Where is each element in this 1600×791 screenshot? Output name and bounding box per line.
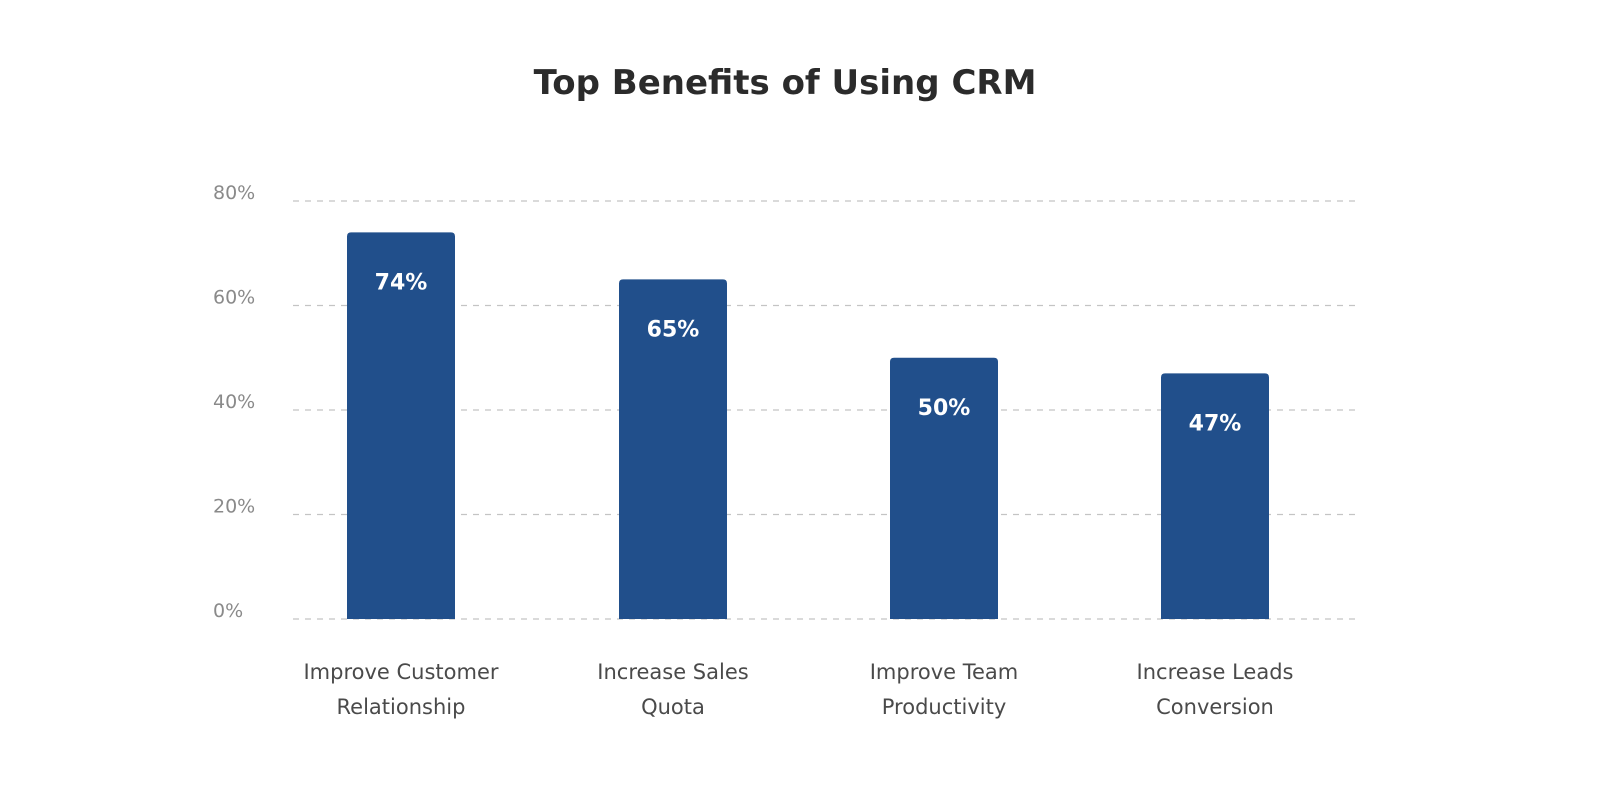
x-tick-label: Conversion — [1156, 695, 1274, 719]
x-tick-label: Relationship — [337, 695, 466, 719]
y-tick-label: 40% — [213, 391, 255, 413]
data-label: 65% — [647, 317, 700, 342]
bar — [1161, 373, 1269, 619]
y-tick-label: 60% — [213, 287, 255, 309]
data-label: 74% — [375, 270, 428, 295]
data-label: 50% — [918, 396, 971, 421]
x-tick-label: Improve Team — [870, 660, 1019, 684]
y-tick-label: 0% — [213, 600, 243, 622]
y-tick-label: 80% — [213, 182, 255, 204]
bar — [347, 232, 455, 619]
data-label: 47% — [1189, 411, 1242, 436]
bar — [890, 357, 998, 619]
x-tick-label: Quota — [641, 695, 705, 719]
x-tick-label: Increase Leads — [1137, 660, 1294, 684]
x-tick-label: Increase Sales — [597, 660, 748, 684]
bar — [619, 279, 727, 619]
y-axis: 0% 20% 40% 60% 80% — [213, 182, 255, 622]
gridlines — [293, 200, 1356, 620]
y-tick-label: 20% — [213, 496, 255, 518]
x-tick-label: Improve Customer — [303, 660, 498, 684]
chart-title: Top Benefits of Using CRM — [534, 63, 1037, 103]
x-axis: Improve Customer Relationship Increase Sal… — [303, 660, 1293, 719]
x-tick-label: Productivity — [882, 695, 1007, 719]
bars: 74% 65% 50% 47% — [347, 232, 1269, 619]
